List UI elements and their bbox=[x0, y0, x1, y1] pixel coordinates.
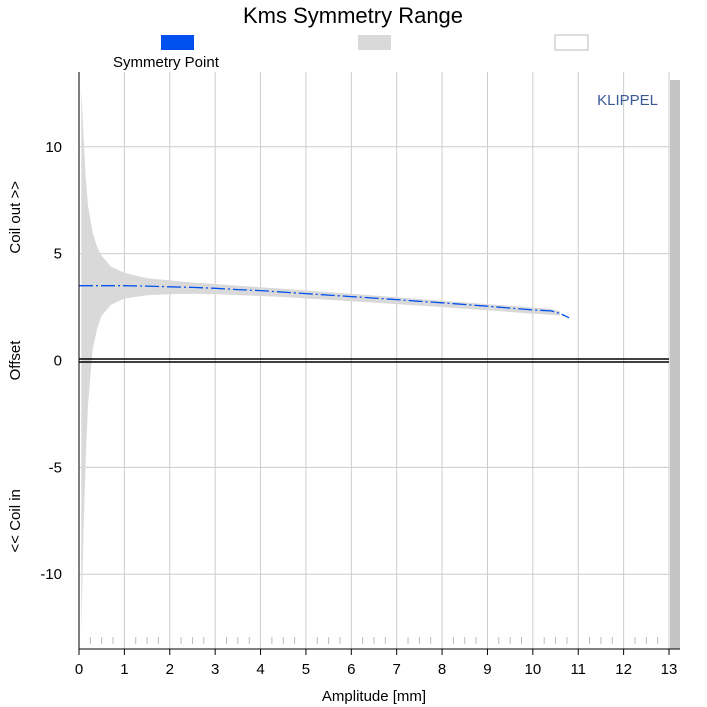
legend-swatch bbox=[358, 35, 391, 50]
x-tick-label: 13 bbox=[661, 661, 678, 678]
x-tick-label: 3 bbox=[211, 661, 219, 678]
y-axis-label-part: Offset bbox=[7, 340, 24, 381]
y-tick-label: 0 bbox=[54, 353, 62, 370]
y-axis-label-part: << Coil in bbox=[7, 489, 24, 552]
x-tick-label: 7 bbox=[393, 661, 401, 678]
x-tick-label: 8 bbox=[438, 661, 446, 678]
x-tick-label: 0 bbox=[75, 661, 83, 678]
x-tick-label: 12 bbox=[615, 661, 632, 678]
symmetry-point-line bbox=[79, 285, 570, 319]
x-tick-label: 10 bbox=[525, 661, 542, 678]
plot-shadow-right bbox=[670, 80, 680, 649]
chart-title: Kms Symmetry Range bbox=[243, 3, 463, 28]
klippel-brand: KLIPPEL bbox=[597, 92, 658, 109]
x-tick-label: 1 bbox=[120, 661, 128, 678]
legend-swatch bbox=[161, 35, 194, 50]
x-tick-label: 11 bbox=[570, 661, 586, 678]
y-tick-label: -5 bbox=[49, 459, 62, 476]
y-tick-label: 10 bbox=[45, 139, 62, 156]
y-tick-label: 5 bbox=[54, 246, 62, 263]
x-tick-label: 9 bbox=[483, 661, 491, 678]
legend-label: Symmetry Point bbox=[113, 54, 220, 71]
x-tick-label: 6 bbox=[347, 661, 355, 678]
x-tick-label: 4 bbox=[256, 661, 264, 678]
x-tick-label: 5 bbox=[302, 661, 310, 678]
y-axis-label-part: Coil out >> bbox=[7, 181, 24, 254]
legend-swatch bbox=[554, 34, 589, 51]
plot-background bbox=[79, 72, 669, 649]
x-axis-label: Amplitude [mm] bbox=[322, 688, 426, 705]
x-tick-label: 2 bbox=[166, 661, 174, 678]
y-tick-label: -10 bbox=[40, 566, 62, 583]
